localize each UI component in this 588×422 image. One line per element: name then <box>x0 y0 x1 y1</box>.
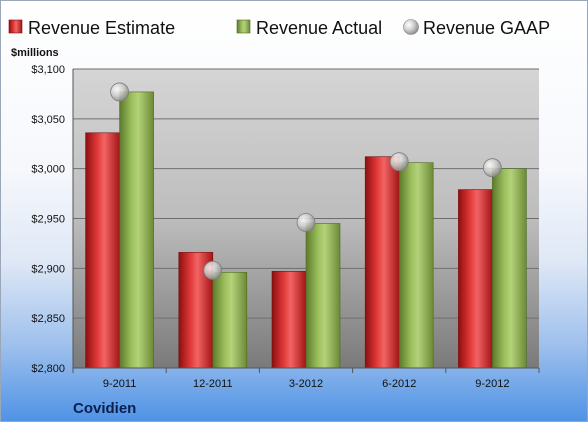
legend-swatch <box>8 19 23 34</box>
y-tick-label: $2,850 <box>31 313 65 325</box>
legend-label: Revenue Estimate <box>28 18 175 38</box>
revenue-actual-bar <box>305 223 341 369</box>
axes: $2,800 $2,850 $2,900 $2,950 $3,000 $3,050 $3,1… <box>31 64 540 390</box>
x-tick-label: 6-2012 <box>382 378 416 390</box>
revenue-actual-bar <box>212 272 248 369</box>
revenue-actual-bar <box>492 168 527 369</box>
legend-swatch <box>236 19 251 34</box>
y-tick-label: $3,000 <box>31 164 65 176</box>
company-name: Covidien <box>73 400 136 417</box>
revenue-gaap-marker <box>389 152 409 172</box>
x-tick-label: 9-2012 <box>475 378 509 390</box>
revenue-estimate-bar <box>458 189 493 369</box>
revenue-actual-bar <box>398 162 434 369</box>
legend-label: Revenue Actual <box>256 18 382 38</box>
legend: Revenue Estimate Revenue Actual Revenue GA… <box>8 18 550 38</box>
y-tick-label: $2,950 <box>31 214 65 226</box>
revenue-actual-bar <box>119 91 154 369</box>
x-tick-label: 12-2011 <box>193 378 233 390</box>
gaap-markers <box>110 82 502 280</box>
bars <box>85 91 527 369</box>
revenue-estimate-bar <box>271 271 307 369</box>
revenue-gaap-marker <box>296 213 316 232</box>
revenue-gaap-marker <box>203 260 223 280</box>
revenue-gaap-marker <box>110 82 129 102</box>
x-tick-label: 9-2011 <box>103 378 136 390</box>
x-tick-label: 3-2012 <box>289 378 323 390</box>
revenue-estimate-bar <box>364 156 400 369</box>
legend-marker <box>403 19 419 35</box>
y-tick-label: $2,800 <box>31 363 65 375</box>
revenue-gaap-marker <box>482 158 502 178</box>
y-axis-unit-label: $millions <box>11 47 59 59</box>
revenue-estimate-bar <box>85 132 120 369</box>
y-tick-label: $3,050 <box>31 114 65 126</box>
y-tick-label: $3,100 <box>31 64 65 76</box>
legend-label: Revenue GAAP <box>423 18 550 38</box>
y-tick-label: $2,900 <box>31 263 65 275</box>
